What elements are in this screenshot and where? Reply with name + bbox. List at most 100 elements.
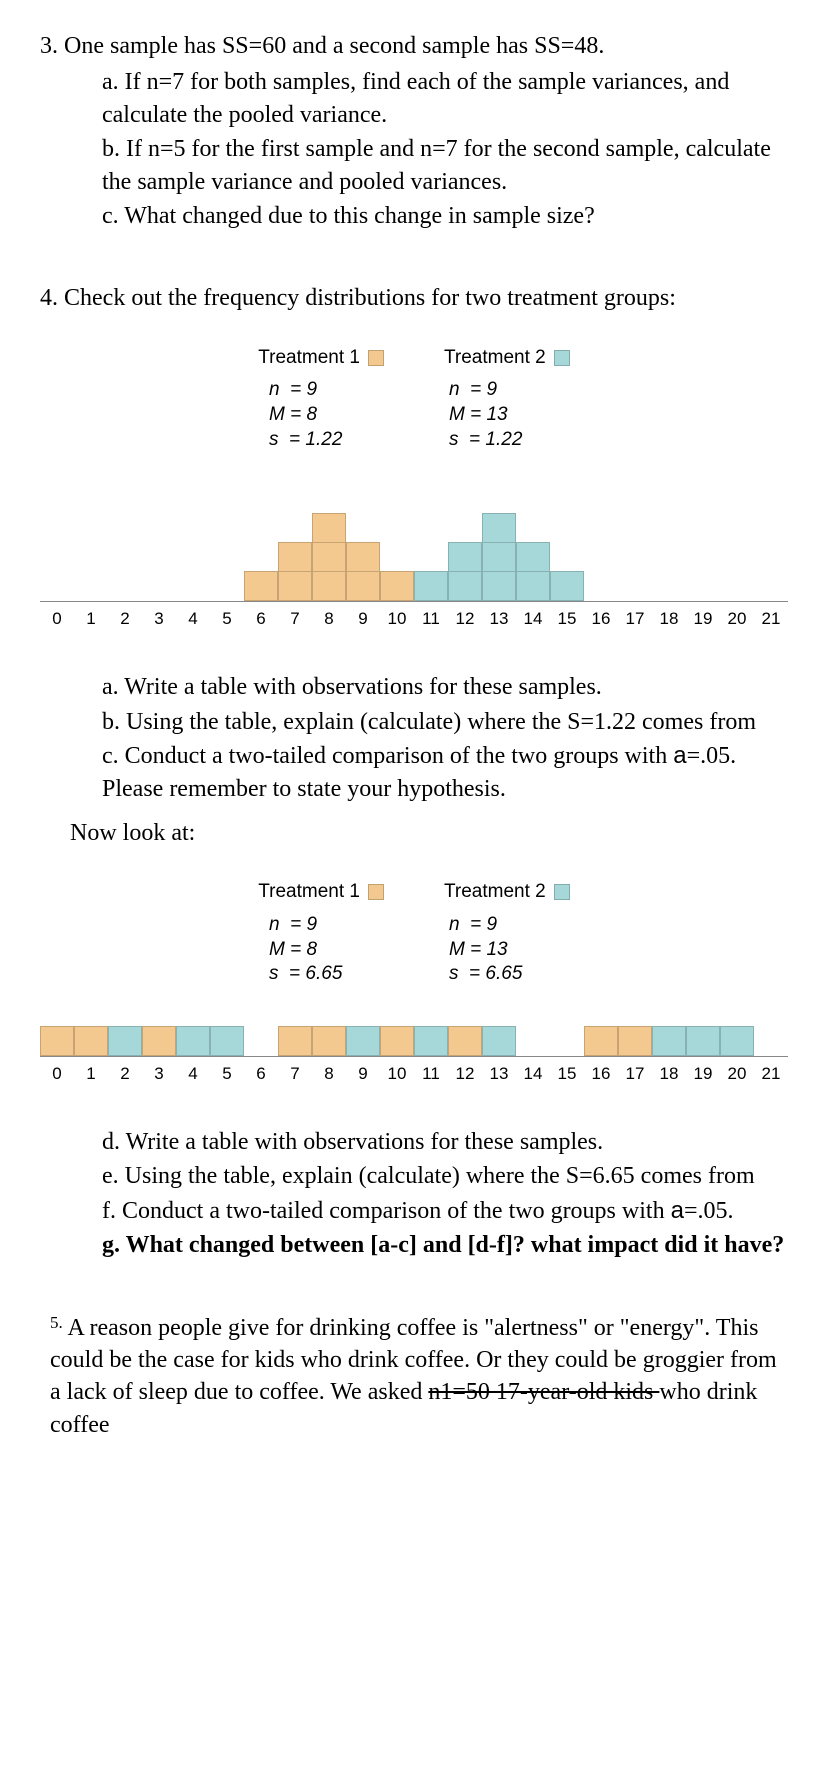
legend-t2: Treatment 2 [444, 345, 570, 371]
plot-column [312, 514, 346, 601]
q3-stem: 3. One sample has SS=60 and a second sam… [40, 30, 788, 62]
swatch-t1 [368, 350, 384, 366]
plot-column [244, 572, 278, 601]
axis-tick: 2 [108, 1063, 142, 1086]
q4e: e. Using the table, explain (calculate) … [102, 1160, 788, 1192]
block-t2 [550, 571, 584, 601]
block-t1 [312, 571, 346, 601]
axis-tick: 16 [584, 608, 618, 631]
block-t2 [482, 542, 516, 572]
stats-t1-2: n = 9 M = 8 s = 6.65 [269, 913, 379, 987]
axis-tick: 9 [346, 608, 380, 631]
axis-tick: 15 [550, 1063, 584, 1086]
plot-column [74, 1027, 108, 1056]
axis-tick: 5 [210, 608, 244, 631]
plot-column [414, 1027, 448, 1056]
plot-column [516, 543, 550, 601]
block-t1 [448, 1026, 482, 1056]
block-t1 [278, 571, 312, 601]
axis-tick: 19 [686, 608, 720, 631]
axis-tick: 8 [312, 608, 346, 631]
plot-column [720, 1027, 754, 1056]
axis-tick: 11 [414, 1063, 448, 1086]
axis-tick: 14 [516, 1063, 550, 1086]
axis-tick: 21 [754, 1063, 788, 1086]
axis-2: 0123456789101112131415161718192021 [40, 1063, 788, 1086]
q4-number: 4. [40, 285, 58, 311]
plot-column [142, 1027, 176, 1056]
q4d: d. Write a table with observations for t… [102, 1126, 788, 1158]
axis-tick: 3 [142, 608, 176, 631]
axis-tick: 11 [414, 608, 448, 631]
plot-column [278, 543, 312, 601]
axis-tick: 12 [448, 1063, 482, 1086]
block-t1 [346, 571, 380, 601]
q3-number: 3. [40, 33, 58, 59]
q4-nowlook: Now look at: [40, 817, 788, 849]
plot-column [346, 1027, 380, 1056]
block-t1 [346, 542, 380, 572]
q4-text: Check out the frequency distributions fo… [64, 285, 676, 311]
block-t2 [346, 1026, 380, 1056]
swatch-t2 [554, 350, 570, 366]
plot-column [312, 1027, 346, 1056]
plot-column [482, 514, 516, 601]
block-t2 [448, 542, 482, 572]
block-t2 [686, 1026, 720, 1056]
plot-column [346, 543, 380, 601]
block-t1 [278, 1026, 312, 1056]
q4a: a. Write a table with observations for t… [102, 671, 788, 703]
axis-tick: 9 [346, 1063, 380, 1086]
block-t1 [380, 1026, 414, 1056]
swatch-t2-2 [554, 884, 570, 900]
block-t1 [312, 513, 346, 543]
question-3: 3. One sample has SS=60 and a second sam… [40, 30, 788, 232]
block-t2 [108, 1026, 142, 1056]
q4g: g. What changed between [a-c] and [d-f]?… [102, 1229, 788, 1261]
plot-column [108, 1027, 142, 1056]
axis-tick: 0 [40, 608, 74, 631]
plot-column [686, 1027, 720, 1056]
axis-tick: 7 [278, 1063, 312, 1086]
block-t2 [176, 1026, 210, 1056]
block-t2 [210, 1026, 244, 1056]
stats-t2-2: n = 9 M = 13 s = 6.65 [449, 913, 559, 987]
block-t2 [414, 571, 448, 601]
axis-tick: 5 [210, 1063, 244, 1086]
axis-tick: 13 [482, 1063, 516, 1086]
q4f: f. Conduct a two-tailed comparison of th… [102, 1195, 788, 1227]
axis-tick: 2 [108, 608, 142, 631]
axis-tick: 21 [754, 608, 788, 631]
plot-column [380, 572, 414, 601]
block-t1 [380, 571, 414, 601]
block-t2 [652, 1026, 686, 1056]
axis-tick: 6 [244, 1063, 278, 1086]
plot-2 [40, 1017, 788, 1057]
question-4: 4. Check out the frequency distributions… [40, 282, 788, 1261]
axis-tick: 8 [312, 1063, 346, 1086]
axis-tick: 10 [380, 1063, 414, 1086]
stats-t1: n = 9 M = 8 s = 1.22 [269, 378, 379, 452]
plot-column [210, 1027, 244, 1056]
block-t1 [142, 1026, 176, 1056]
plot-column [176, 1027, 210, 1056]
axis-tick: 18 [652, 1063, 686, 1086]
axis-tick: 4 [176, 608, 210, 631]
axis-tick: 17 [618, 1063, 652, 1086]
plot-column [278, 1027, 312, 1056]
block-t2 [414, 1026, 448, 1056]
block-t2 [482, 571, 516, 601]
q3a: a. If n=7 for both samples, find each of… [102, 66, 788, 131]
block-t2 [448, 571, 482, 601]
axis-tick: 13 [482, 608, 516, 631]
axis-tick: 7 [278, 608, 312, 631]
plot-column [550, 572, 584, 601]
block-t1 [312, 1026, 346, 1056]
block-t2 [516, 571, 550, 601]
legend-t2-2: Treatment 2 [444, 879, 570, 905]
plot-column [584, 1027, 618, 1056]
block-t2 [482, 1026, 516, 1056]
axis-tick: 20 [720, 1063, 754, 1086]
plot-column [482, 1027, 516, 1056]
block-t2 [482, 513, 516, 543]
